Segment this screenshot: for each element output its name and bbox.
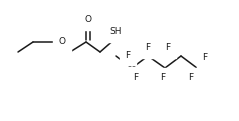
Text: F: F: [188, 73, 194, 83]
Text: O: O: [85, 15, 92, 24]
Text: F: F: [146, 44, 151, 53]
Text: O: O: [59, 38, 65, 46]
Text: SH: SH: [110, 27, 122, 37]
Text: F: F: [160, 73, 166, 83]
Text: F: F: [125, 50, 130, 60]
Text: F: F: [165, 44, 171, 53]
Text: F: F: [202, 53, 207, 63]
Text: F: F: [133, 72, 139, 82]
